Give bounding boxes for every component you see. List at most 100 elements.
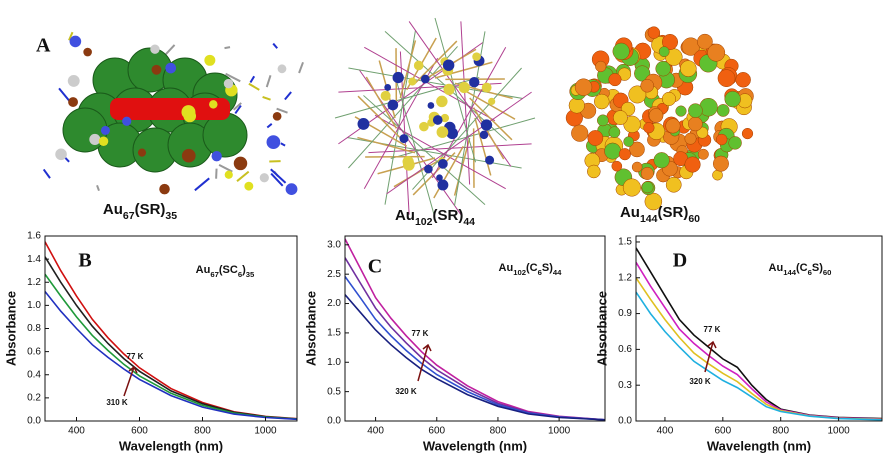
atom (676, 106, 687, 117)
text-segment: 35 (165, 210, 177, 222)
atom (632, 162, 642, 172)
atom (623, 179, 641, 197)
chart-label: Au67(SC6)35 (196, 264, 255, 279)
atom (485, 156, 494, 165)
bond (59, 88, 69, 101)
atom (604, 143, 620, 159)
atom (393, 72, 404, 83)
chart-label: Au102(C6S)44 (499, 262, 563, 277)
text-segment: 67 (210, 270, 219, 279)
y-axis-label: Absorbance (594, 291, 609, 366)
text-segment: 60 (823, 268, 832, 277)
atom (685, 133, 696, 144)
atom (443, 59, 454, 70)
atom (209, 100, 217, 108)
atom (433, 115, 443, 125)
y-tick-label: 1.4 (27, 254, 41, 265)
y-tick-label: 1.5 (618, 237, 632, 248)
text-segment: 144 (640, 213, 658, 225)
text-segment: Au (499, 262, 514, 274)
text-segment: 102 (415, 216, 433, 228)
bond (273, 44, 277, 49)
atom (571, 125, 588, 142)
arrow (124, 367, 134, 396)
atom (569, 98, 585, 114)
atom (388, 100, 399, 111)
y-tick-label: 1.0 (27, 300, 41, 311)
atom (488, 98, 495, 105)
atom (428, 102, 435, 109)
atom (685, 157, 701, 173)
y-tick-label: 2.0 (327, 298, 341, 309)
atom (481, 119, 492, 130)
text-segment: 44 (463, 216, 475, 228)
atom (736, 72, 751, 87)
atom (482, 83, 492, 93)
atom (700, 98, 718, 116)
atom (152, 65, 162, 75)
structure-caption: Au67(SR)35 (103, 201, 177, 222)
y-tick-label: 0.0 (327, 416, 341, 427)
atom (165, 63, 176, 74)
atom (662, 92, 676, 106)
atom (613, 43, 630, 60)
y-tick-label: 0.6 (618, 344, 632, 355)
atom (597, 115, 608, 126)
bond (299, 62, 303, 73)
text-segment: 35 (246, 270, 255, 279)
text-segment: (SR) (135, 201, 166, 218)
bond (237, 172, 249, 182)
atom (414, 61, 424, 71)
atom (594, 94, 609, 109)
atom (399, 134, 408, 143)
atom (587, 165, 600, 178)
atom (234, 157, 247, 170)
atom (436, 96, 447, 107)
y-tick-label: 0.4 (27, 369, 41, 380)
text-segment: Au (769, 262, 784, 274)
annotation: 320 K (395, 387, 417, 396)
annotation: 77 K (127, 352, 144, 361)
bond (267, 75, 271, 87)
atom (224, 79, 233, 88)
atom (101, 126, 110, 135)
atom (642, 181, 653, 192)
atom (182, 149, 196, 163)
annotation: 77 K (412, 329, 429, 338)
text-segment: (SC (219, 264, 238, 276)
atom (443, 84, 454, 95)
atom (267, 135, 281, 149)
atom (181, 105, 195, 119)
atom (688, 104, 702, 118)
atom (68, 97, 78, 107)
atom (424, 165, 433, 174)
series-line (636, 292, 882, 420)
text-segment: 60 (688, 213, 700, 225)
atom (588, 130, 603, 145)
text-segment: (SR) (658, 204, 689, 221)
y-tick-label: 0.5 (327, 386, 341, 397)
x-tick-label: 600 (428, 426, 445, 437)
text-segment: 144 (783, 268, 797, 277)
atom (742, 128, 753, 139)
atom (609, 127, 620, 138)
atom (624, 137, 634, 147)
atom (70, 36, 82, 48)
x-tick-label: 400 (657, 426, 674, 437)
x-tick-label: 800 (772, 426, 789, 437)
atom (713, 156, 728, 171)
text-segment: Au (103, 201, 123, 218)
atom (150, 44, 159, 53)
y-tick-label: 2.5 (327, 269, 341, 280)
x-tick-label: 1000 (254, 426, 277, 437)
atom (725, 91, 741, 107)
atom (595, 61, 606, 72)
annotation: 310 K (106, 398, 128, 407)
x-tick-label: 800 (490, 426, 507, 437)
atom (225, 171, 233, 179)
series-line (45, 257, 297, 419)
series-line (45, 292, 297, 420)
atom (472, 52, 481, 61)
atom (612, 161, 622, 171)
x-tick-label: 600 (131, 426, 148, 437)
